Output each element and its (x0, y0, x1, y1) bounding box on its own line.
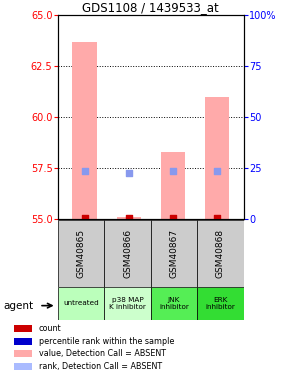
Text: GSM40865: GSM40865 (77, 229, 86, 278)
Text: ERK
inhibitor: ERK inhibitor (205, 297, 235, 310)
Bar (151, 220, 197, 287)
Bar (58, 287, 104, 320)
Text: GSM40868: GSM40868 (216, 229, 225, 278)
Point (215, 168, 220, 174)
Text: rank, Detection Call = ABSENT: rank, Detection Call = ABSENT (39, 362, 162, 371)
Point (171, 168, 175, 174)
Bar (104, 220, 151, 287)
Text: percentile rank within the sample: percentile rank within the sample (39, 337, 174, 346)
Bar (197, 220, 244, 287)
Point (215, 215, 220, 221)
Point (126, 215, 131, 221)
Point (82, 168, 87, 174)
Title: GDS1108 / 1439533_at: GDS1108 / 1439533_at (82, 1, 219, 14)
Text: GSM40866: GSM40866 (123, 229, 132, 278)
Bar (14, 363, 32, 370)
Point (82, 215, 87, 221)
Text: agent: agent (3, 301, 33, 310)
Bar (117, 217, 141, 219)
Bar (14, 325, 32, 332)
Bar (205, 97, 229, 219)
Bar (197, 287, 244, 320)
Point (171, 215, 175, 221)
Bar (14, 350, 32, 357)
Text: p38 MAP
K inhibitor: p38 MAP K inhibitor (109, 297, 146, 310)
Text: GSM40867: GSM40867 (169, 229, 179, 278)
Bar (151, 287, 197, 320)
Text: value, Detection Call = ABSENT: value, Detection Call = ABSENT (39, 349, 166, 358)
Bar (161, 152, 185, 219)
Bar (14, 338, 32, 345)
Bar (58, 220, 104, 287)
Text: count: count (39, 324, 61, 333)
Text: untreated: untreated (63, 300, 99, 306)
Point (126, 170, 131, 176)
Bar (104, 287, 151, 320)
Bar (72, 42, 97, 219)
Text: JNK
inhibitor: JNK inhibitor (159, 297, 189, 310)
